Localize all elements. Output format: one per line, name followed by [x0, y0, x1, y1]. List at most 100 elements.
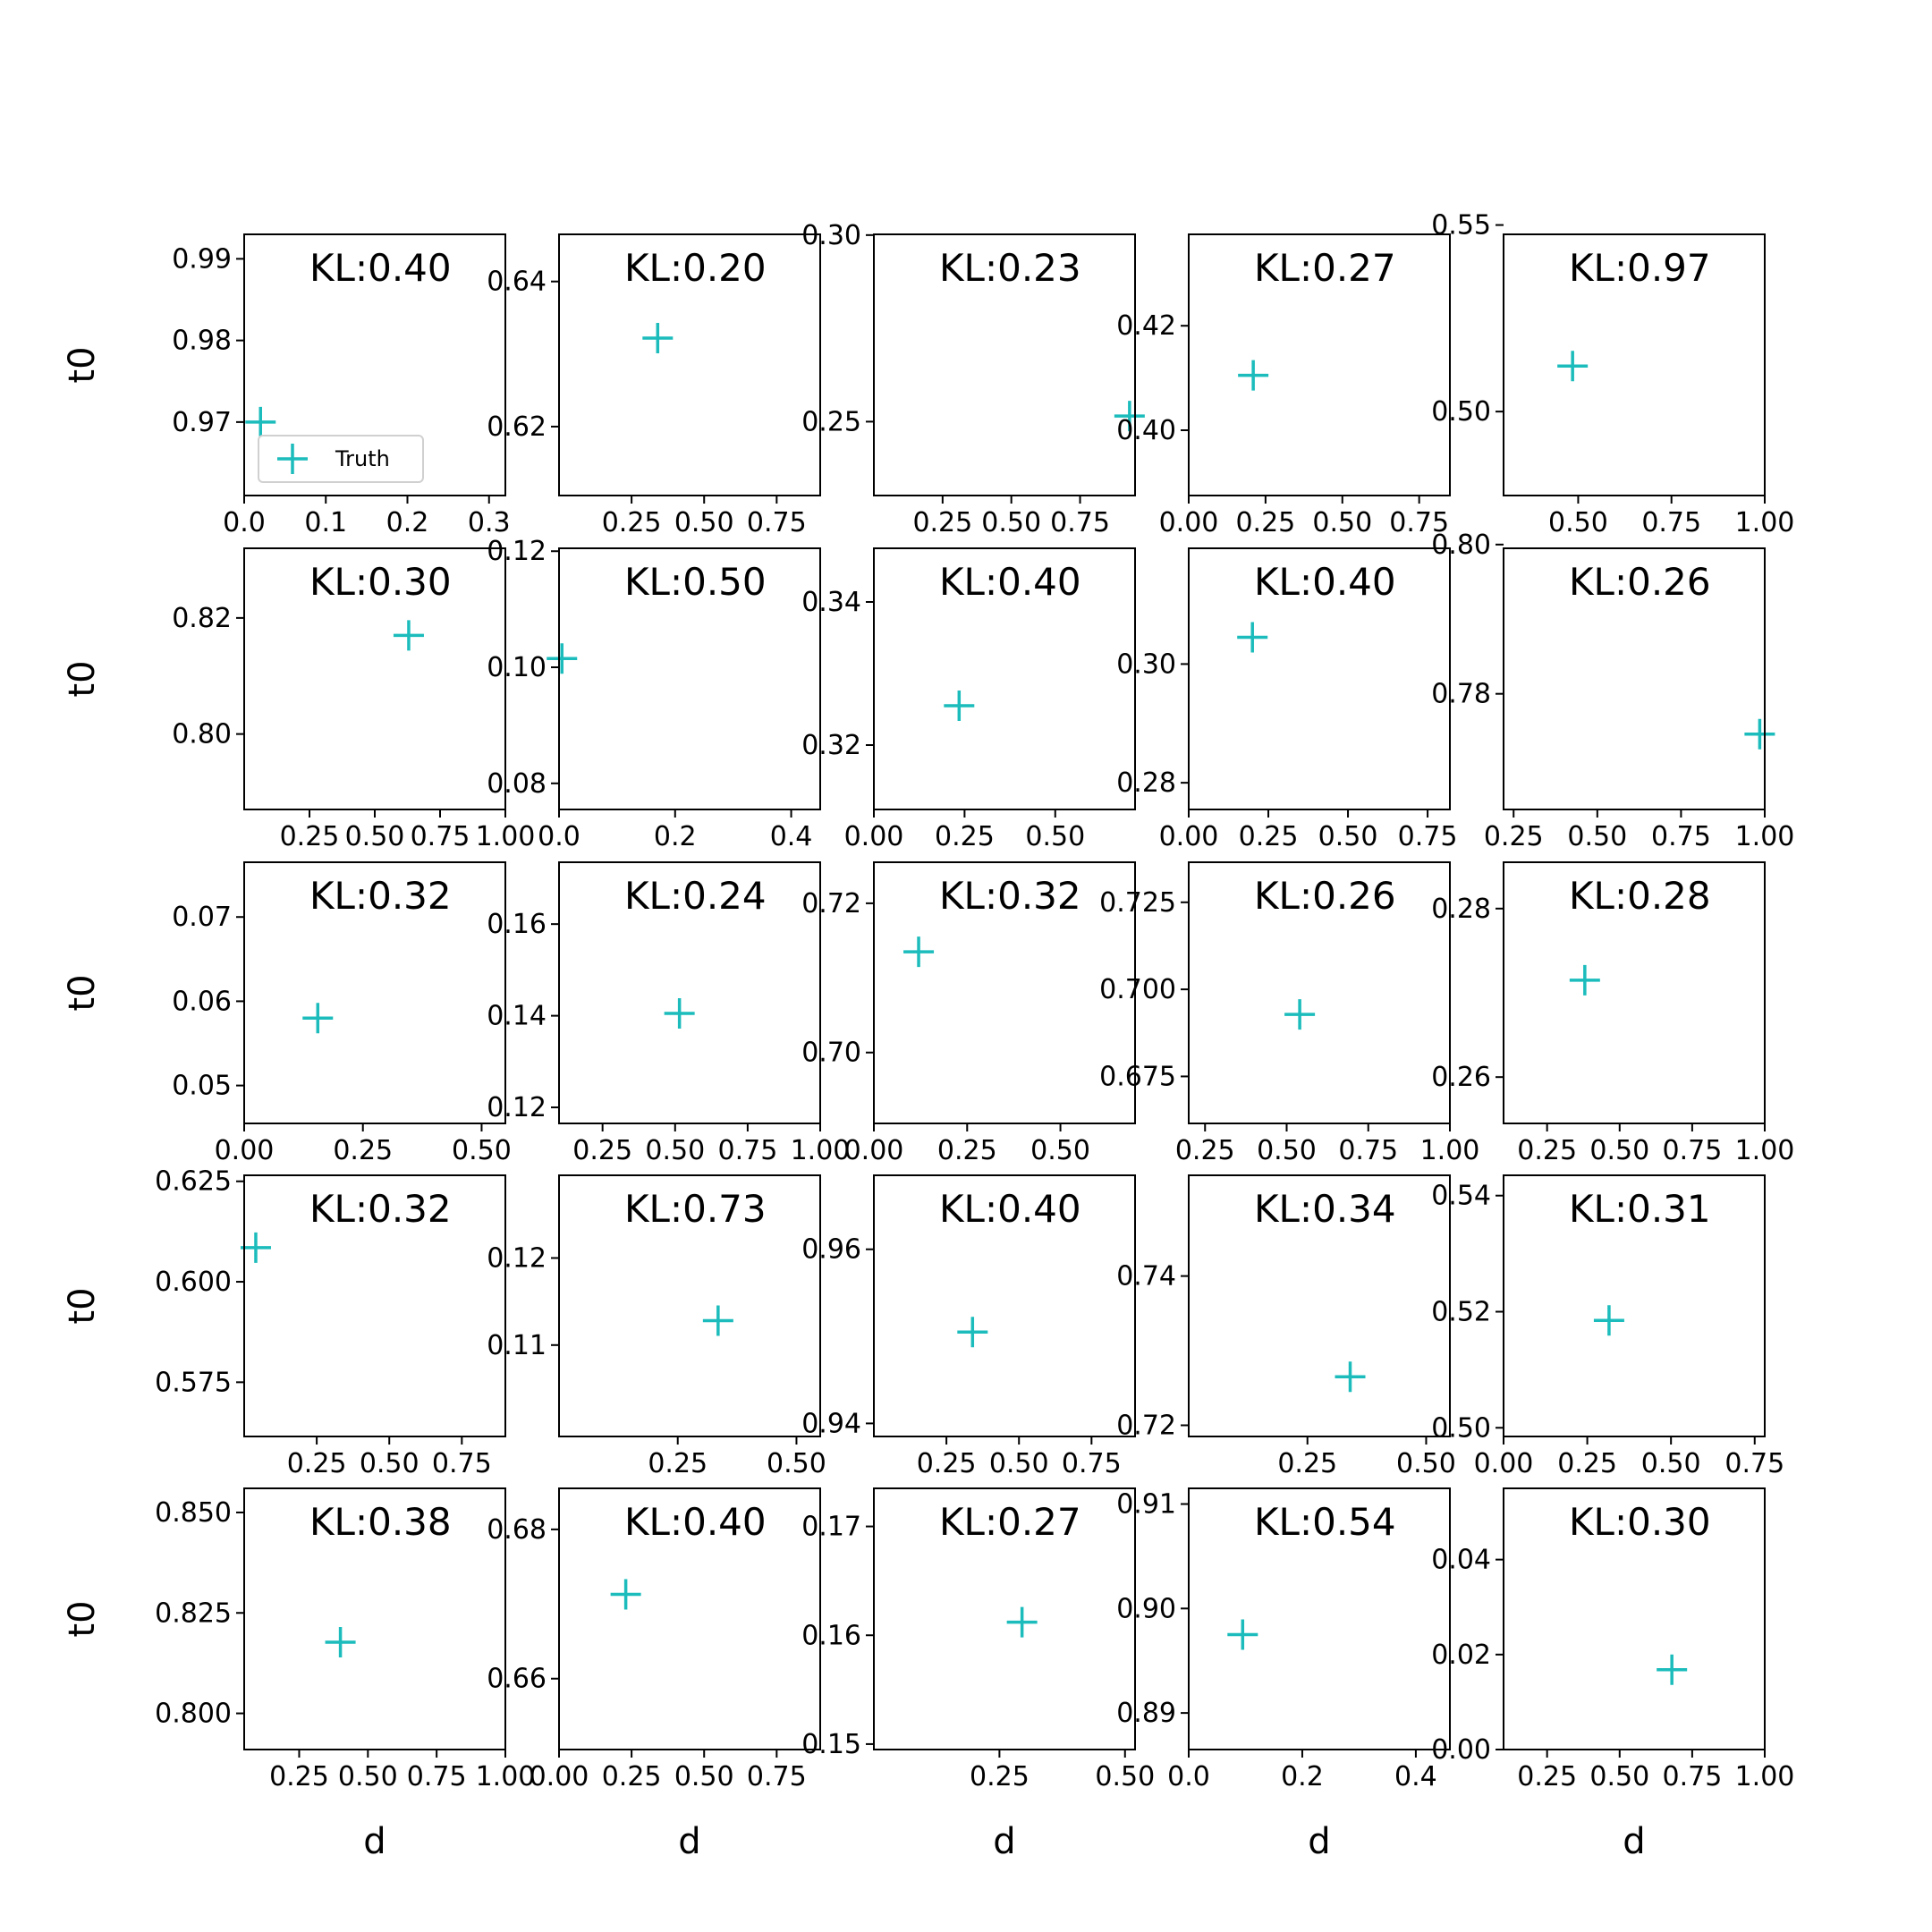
y-tick-label: 0.12: [487, 1092, 547, 1123]
truth-marker: [664, 998, 695, 1030]
x-tick-label: 0.25: [572, 1135, 632, 1166]
y-tick-label: 0.89: [1116, 1698, 1176, 1729]
y-tick-label: 0.15: [801, 1729, 861, 1760]
truth-marker: [702, 1305, 733, 1336]
panel: 0.50 0.75 1.00 0.50 0.55 KL:0.97: [1431, 210, 1794, 538]
x-tick-label: 0.50: [1548, 507, 1608, 538]
kl-label: KL:0.32: [309, 1187, 452, 1231]
y-tick-label: 0.32: [801, 730, 861, 761]
truth-marker: [610, 1579, 641, 1610]
x-tick-label: 0.25: [648, 1448, 708, 1479]
y-tick-label: 0.74: [1116, 1261, 1176, 1292]
y-tick-label: 0.30: [801, 220, 861, 251]
truth-marker: [1569, 964, 1600, 996]
y-tick-label: 0.42: [1116, 310, 1176, 342]
x-tick-label: 0.25: [1484, 821, 1544, 852]
axes-frame: [243, 233, 506, 496]
kl-label: KL:0.40: [309, 246, 452, 290]
y-tick-label: 0.725: [1099, 887, 1176, 919]
y-tick-label: 0.12: [487, 1242, 547, 1274]
x-tick-label: 0.4: [770, 821, 813, 852]
y-tick-label: 0.90: [1116, 1593, 1176, 1624]
panel: 0.0 0.2 0.4 0.89 0.90 0.91 KL:0.54 d: [1116, 1487, 1451, 1862]
panel: 0.25 0.50 0.75 1.00 0.78 0.80 KL:0.26: [1431, 530, 1794, 852]
x-tick-label: 0.75: [1662, 1135, 1722, 1166]
x-tick-label: 0.75: [432, 1448, 492, 1479]
x-tick-label: 0.00: [844, 821, 904, 852]
truth-marker: [302, 1003, 334, 1034]
y-tick-label: 0.40: [1116, 415, 1176, 446]
kl-label: KL:0.28: [1569, 874, 1711, 918]
panel: 0.25 0.50 0.11 0.12 KL:0.73: [487, 1174, 826, 1479]
truth-marker: [1284, 999, 1316, 1030]
panel: 0.00 0.25 0.50 0.75 0.40 0.42 KL:0.27: [1116, 233, 1451, 538]
y-tick-label: 0.28: [1431, 894, 1491, 925]
x-axis-title: d: [363, 1821, 386, 1862]
kl-label: KL:0.27: [939, 1500, 1081, 1544]
y-tick-label: 0.70: [801, 1038, 861, 1069]
y-tick-label: 0.99: [172, 243, 232, 275]
axes-frame: [873, 861, 1136, 1124]
y-tick-label: 0.78: [1431, 679, 1491, 710]
x-tick-label: 0.50: [1257, 1135, 1317, 1166]
axes-frame: [1503, 1174, 1766, 1437]
y-axis-title: t0: [62, 1600, 103, 1637]
truth-marker: [1593, 1305, 1624, 1336]
x-tick-label: 0.25: [912, 507, 972, 538]
panel: 0.25 0.50 0.72 0.74 KL:0.34: [1116, 1174, 1456, 1479]
y-tick-label: 0.66: [487, 1664, 547, 1695]
y-tick-label: 0.675: [1099, 1061, 1176, 1092]
x-tick-label: 0.75: [747, 1761, 807, 1792]
panel: 0.0 0.1 0.2 0.3 0.97 0.98 0.99 KL:0.40 Truth t0: [62, 233, 511, 538]
axes-frame: [873, 547, 1136, 810]
truth-marker: [1114, 401, 1145, 432]
y-tick-label: 0.72: [1116, 1410, 1176, 1441]
y-tick-label: 0.14: [487, 1001, 547, 1032]
panel: 0.00 0.25 0.50 0.75 0.28 0.30 KL:0.40: [1116, 547, 1457, 852]
x-tick-label: 0.25: [970, 1761, 1030, 1792]
x-tick-label: 0.25: [1239, 821, 1299, 852]
panel: 0.00 0.25 0.50 0.05 0.06 0.07 KL:0.32 t0: [62, 861, 512, 1166]
kl-label: KL:0.32: [939, 874, 1081, 918]
y-tick-label: 0.625: [155, 1166, 232, 1198]
x-axis-title: d: [993, 1821, 1015, 1862]
axes-frame: [1503, 1487, 1766, 1750]
y-tick-label: 0.850: [155, 1497, 232, 1529]
y-tick-label: 0.16: [487, 909, 547, 940]
axes-frame: [558, 861, 821, 1124]
x-tick-label: 0.50: [452, 1135, 512, 1166]
x-tick-label: 0.25: [1235, 507, 1295, 538]
kl-label: KL:0.20: [624, 246, 767, 290]
kl-label: KL:0.40: [939, 1187, 1081, 1231]
axes-frame: [243, 1487, 506, 1750]
truth-marker: [1744, 718, 1775, 750]
y-tick-label: 0.96: [801, 1234, 861, 1266]
x-tick-label: 1.00: [1735, 1135, 1795, 1166]
x-tick-label: 0.2: [654, 821, 697, 852]
y-axis-title: t0: [62, 346, 103, 383]
panel: 0.25 0.50 0.75 0.25 0.30 KL:0.23: [801, 220, 1145, 538]
y-tick-label: 0.800: [155, 1699, 232, 1730]
x-tick-label: 0.75: [1062, 1448, 1122, 1479]
y-tick-label: 0.16: [801, 1620, 861, 1651]
truth-marker: [957, 1317, 988, 1348]
y-tick-label: 0.07: [172, 902, 232, 933]
x-tick-label: 0.00: [1474, 1448, 1534, 1479]
truth-marker: [1237, 622, 1268, 653]
x-tick-label: 1.00: [1735, 821, 1795, 852]
truth-marker: [1335, 1361, 1366, 1393]
y-tick-label: 0.72: [801, 888, 861, 919]
x-tick-label: 0.50: [674, 1761, 734, 1792]
x-tick-label: 0.50: [981, 507, 1041, 538]
kl-label: KL:0.40: [939, 560, 1081, 604]
x-tick-label: 0.75: [1641, 507, 1701, 538]
x-tick-label: 0.0: [1167, 1761, 1210, 1792]
y-tick-label: 0.64: [487, 267, 547, 298]
x-tick-label: 0.75: [407, 1761, 467, 1792]
x-tick-label: 0.75: [411, 821, 470, 852]
y-tick-label: 0.600: [155, 1267, 232, 1298]
x-tick-label: 0.2: [386, 507, 429, 538]
x-tick-label: 1.00: [1420, 1135, 1480, 1166]
x-tick-label: 0.50: [338, 1761, 398, 1792]
